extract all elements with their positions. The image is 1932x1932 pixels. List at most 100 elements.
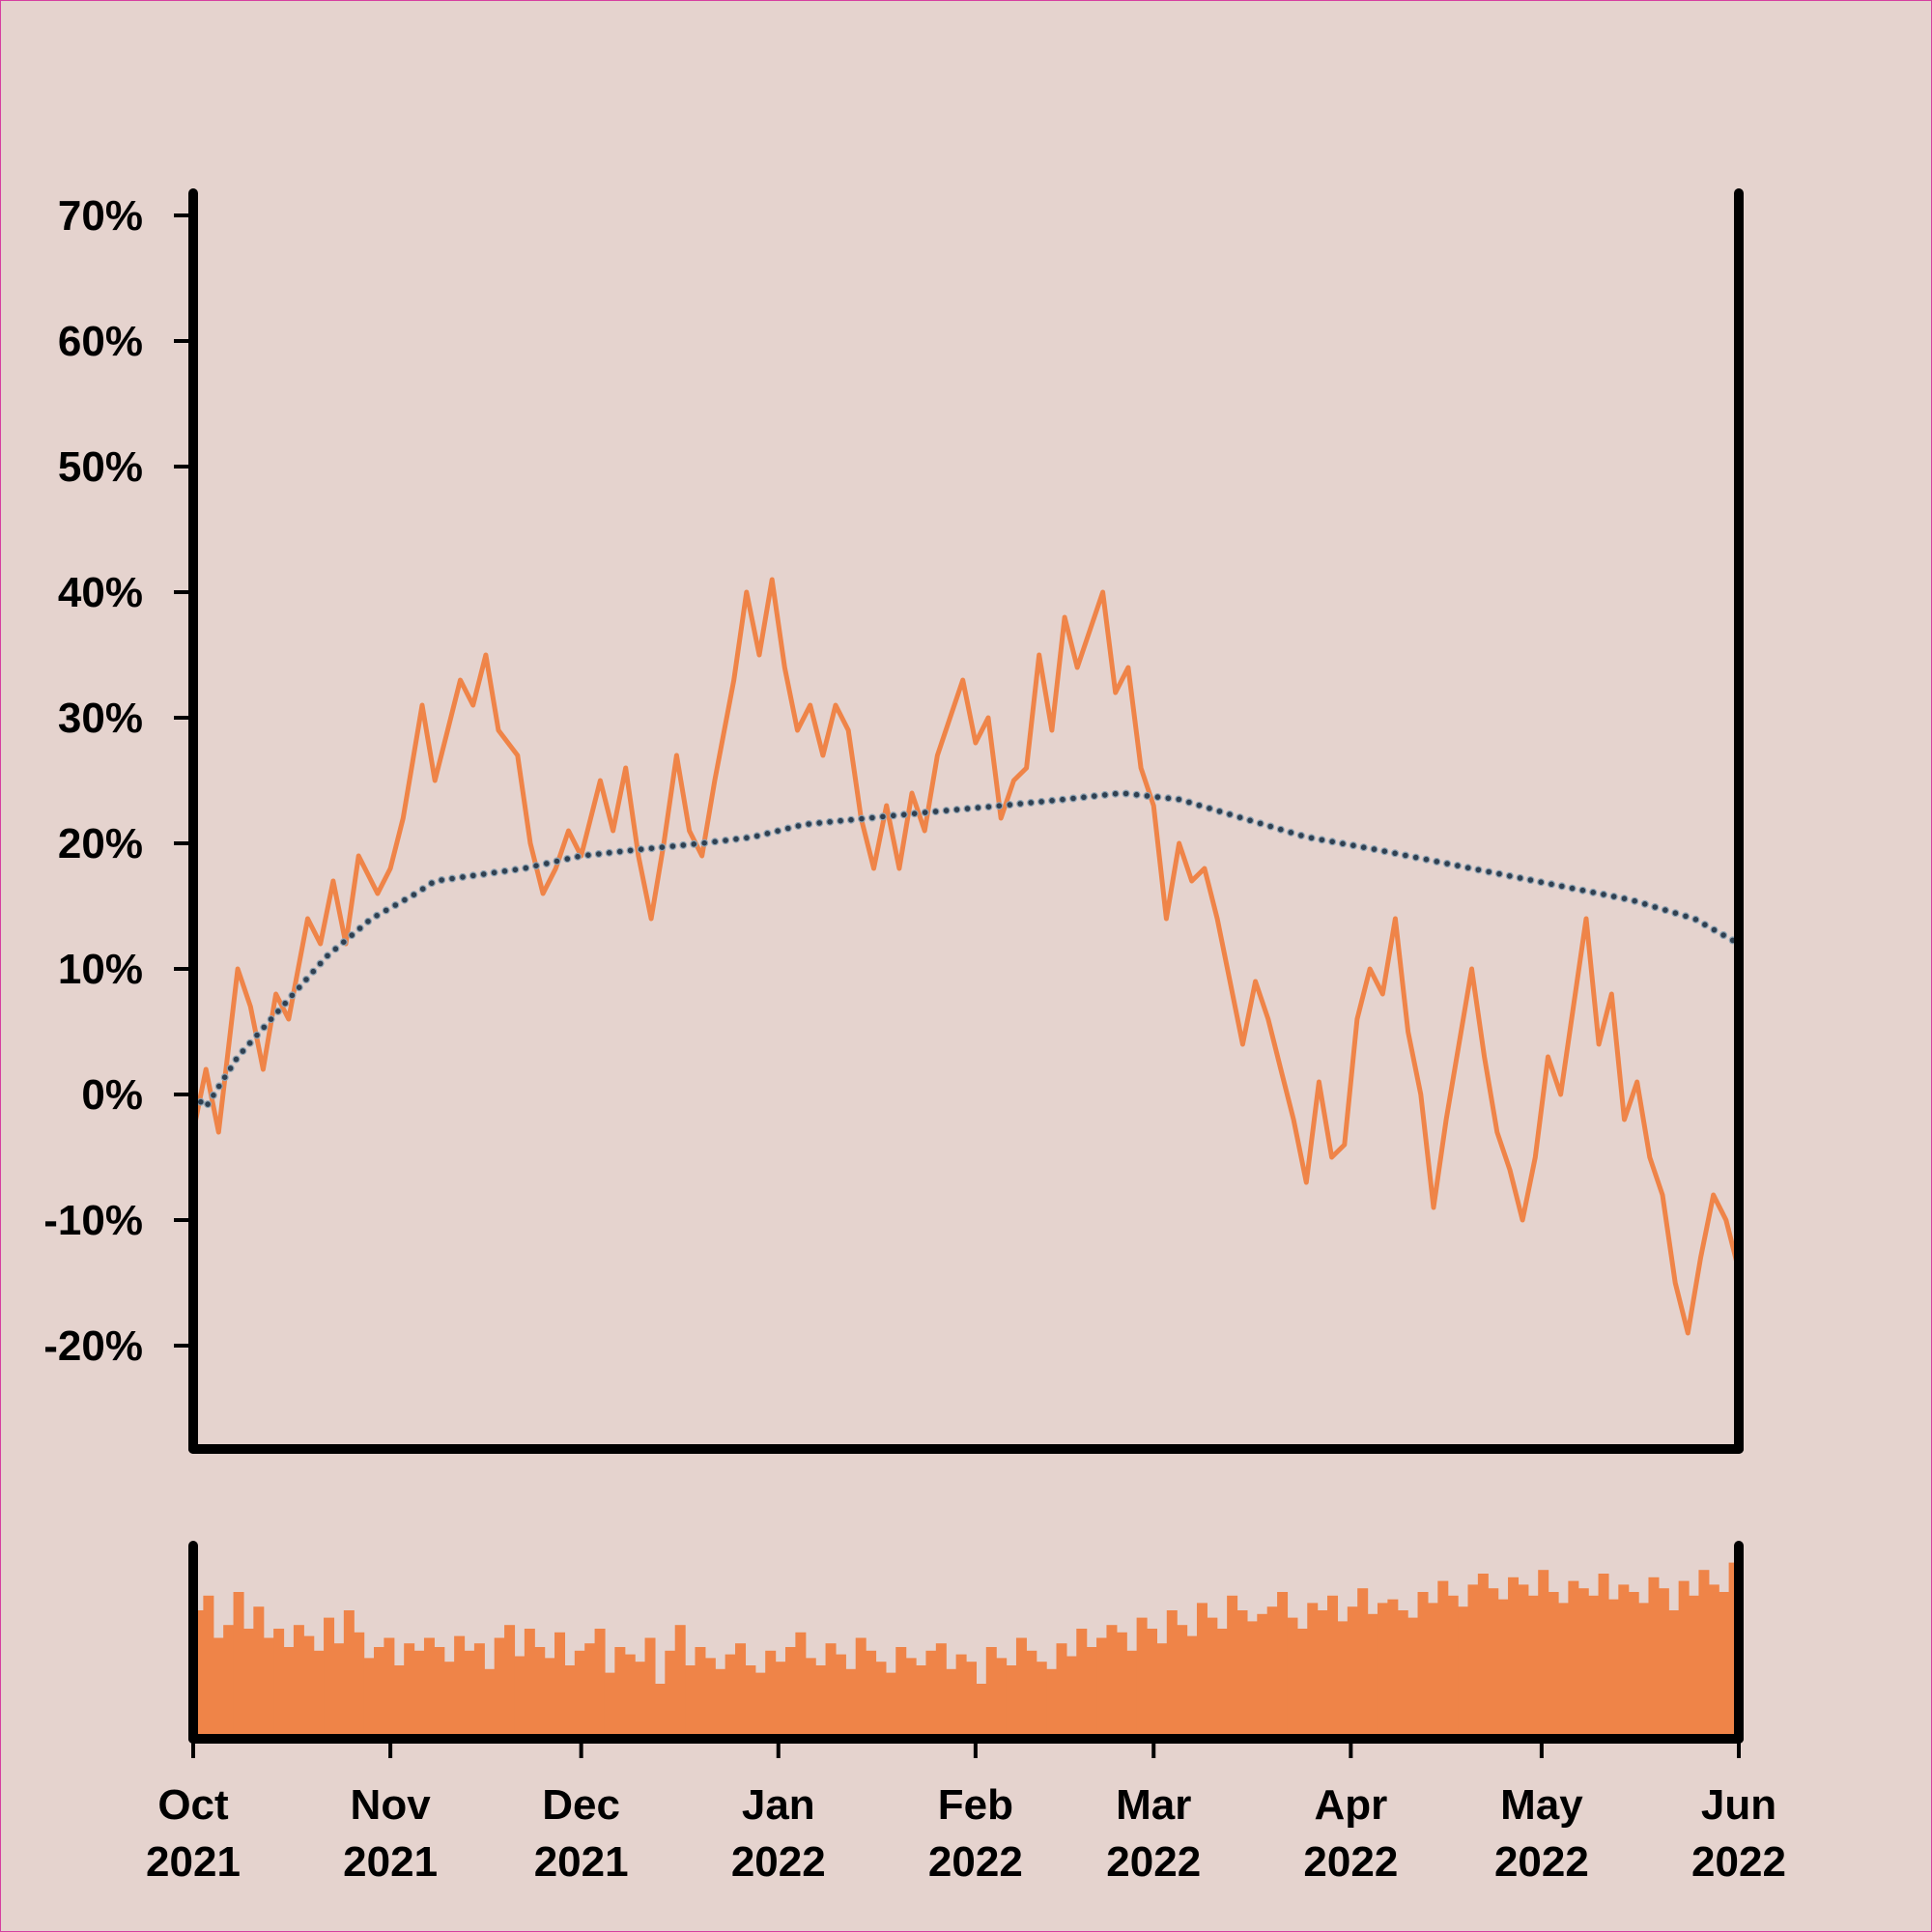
y-tick-label: 40%	[58, 569, 143, 616]
volume-bar	[815, 1665, 827, 1739]
series-1-dot	[220, 1073, 229, 1082]
volume-bar	[233, 1592, 244, 1739]
series-1-path	[193, 793, 1739, 1107]
series-1-dot	[1599, 890, 1607, 898]
series-1-dot	[1401, 851, 1409, 860]
main-lines	[189, 577, 1742, 1336]
series-1-dot	[1132, 790, 1141, 799]
series-1-dot	[1122, 789, 1130, 798]
series-1-dot	[1328, 838, 1337, 846]
volume-bar	[193, 1610, 204, 1739]
series-1-dot	[316, 959, 325, 968]
volume-bar	[996, 1658, 1008, 1739]
volume-bar	[1347, 1606, 1358, 1739]
series-1-dot	[742, 834, 751, 842]
volume-bar	[273, 1629, 285, 1739]
volume-bar	[704, 1658, 716, 1739]
series-1-dot	[1370, 845, 1378, 854]
series-1-dot	[573, 852, 582, 861]
series-1-dot	[267, 1015, 275, 1024]
volume-bar	[875, 1662, 887, 1739]
volume-bar	[674, 1625, 686, 1739]
volume-bar	[685, 1665, 696, 1739]
series-1-dot	[1391, 849, 1400, 858]
volume-bar	[985, 1647, 997, 1739]
series-1-dot	[542, 859, 551, 867]
volume-bar	[1015, 1637, 1027, 1739]
volume-bar	[935, 1643, 947, 1739]
volume-bar	[1458, 1606, 1469, 1739]
volume-bar	[1607, 1599, 1619, 1739]
volume-bar	[343, 1610, 355, 1739]
series-1-dot	[1100, 790, 1109, 799]
x-tick-month: Nov	[351, 1781, 432, 1829]
series-1-dot	[910, 810, 919, 818]
volume-bar	[434, 1647, 445, 1739]
series-1-dot	[1710, 925, 1719, 934]
volume-bar	[1036, 1662, 1047, 1739]
volume-bar	[1026, 1650, 1037, 1739]
series-1-dot	[731, 835, 740, 843]
volume-bar	[1367, 1613, 1378, 1739]
volume-bar	[1447, 1595, 1459, 1739]
series-1-dot	[867, 813, 876, 822]
series-1-dot	[500, 867, 509, 875]
series-1-dot	[1006, 801, 1014, 810]
volume-bar	[695, 1647, 706, 1739]
series-1-dot	[1143, 791, 1151, 800]
series-1-dot	[339, 938, 348, 947]
series-1-dot	[995, 802, 1004, 810]
volume-bar	[1598, 1574, 1609, 1739]
volume-bar	[293, 1625, 304, 1739]
volume-bar	[363, 1658, 375, 1739]
volume-bar	[404, 1643, 415, 1739]
series-1-dot	[214, 1082, 223, 1091]
series-1-dot	[615, 847, 624, 856]
x-tick-month: Jun	[1701, 1781, 1776, 1829]
series-1-dot	[295, 983, 303, 992]
y-tick-label: 0%	[81, 1071, 143, 1119]
volume-bar	[1477, 1574, 1489, 1739]
volume-bar	[263, 1637, 274, 1739]
volume-bar	[1337, 1621, 1349, 1739]
volume-axes	[188, 1541, 1744, 1744]
volume-bar	[1177, 1625, 1188, 1739]
volume-bar	[1678, 1580, 1690, 1739]
volume-bar	[1246, 1621, 1258, 1739]
series-1-dot	[679, 840, 688, 849]
series-1-dot	[763, 829, 772, 838]
volume-bar	[604, 1672, 615, 1739]
volume-bar	[805, 1658, 816, 1739]
series-1-dot	[309, 967, 318, 976]
volume-bar	[1136, 1617, 1148, 1739]
volume-bar	[1166, 1610, 1178, 1739]
volume-bar	[1387, 1599, 1399, 1739]
series-1-dot	[583, 851, 592, 860]
x-tick-year: 2022	[1494, 1838, 1589, 1886]
volume-bar	[564, 1665, 576, 1739]
volume-bar	[745, 1665, 756, 1739]
series-1-dot	[1048, 796, 1057, 805]
series-1-dot	[1215, 807, 1224, 815]
volume-bar	[473, 1643, 485, 1739]
volume-bar	[1689, 1595, 1700, 1739]
volume-bar	[1236, 1610, 1248, 1739]
volume-bar	[665, 1650, 676, 1739]
series-1-dot	[1175, 795, 1183, 804]
volume-bar	[835, 1654, 846, 1739]
volume-bar	[784, 1647, 796, 1739]
series-1-dot	[594, 849, 603, 858]
series-1-dot	[605, 848, 613, 857]
series-1-dot	[1620, 895, 1629, 903]
volume-bar	[1437, 1580, 1449, 1739]
series-1-dot	[1338, 839, 1347, 848]
series-1-dot	[690, 839, 698, 848]
volume-bar	[895, 1647, 907, 1739]
volume-bar	[544, 1658, 555, 1739]
series-1-dot	[846, 815, 855, 824]
series-1-dot	[1266, 822, 1275, 831]
series-1-dot	[921, 809, 929, 817]
volume-bar	[423, 1637, 435, 1739]
series-1-dot	[1719, 930, 1728, 939]
